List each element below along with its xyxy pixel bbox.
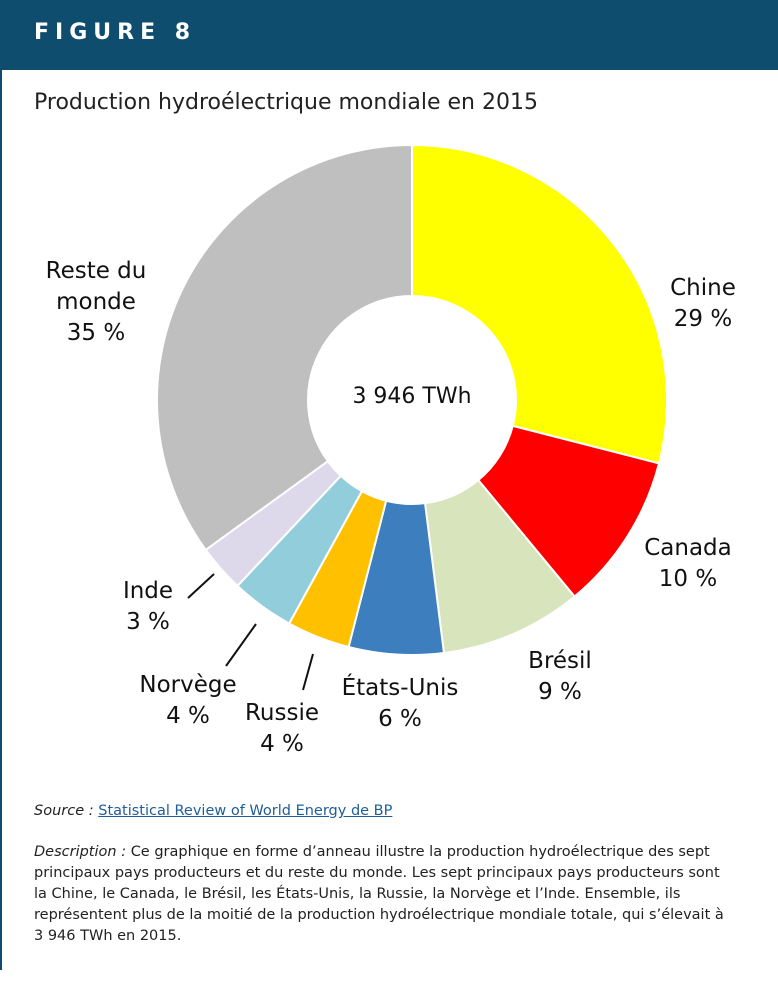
- donut-slice: [411, 143, 668, 465]
- figure-label: FIGURE 8: [34, 20, 197, 45]
- leader-line: [302, 653, 314, 691]
- category-label: Inde: [122, 578, 174, 604]
- value-label: 29 %: [673, 306, 733, 332]
- category-label: États-Unis: [341, 675, 459, 701]
- slice-label: États-Unis 6 %: [342, 673, 459, 735]
- category-label: Chine: [670, 275, 736, 301]
- slice-label: Russie 4 %: [245, 698, 319, 760]
- slice-label: Canada 10 %: [644, 533, 732, 595]
- source: Source : Statistical Review of World Ene…: [34, 803, 392, 819]
- category-label: Canada: [644, 535, 732, 561]
- description: Description : Ce graphique en forme d’an…: [34, 842, 734, 947]
- value-label: 6 %: [378, 706, 422, 732]
- donut-slice: [476, 424, 661, 598]
- description-label: Description :: [34, 844, 127, 860]
- leader-lines: [187, 573, 314, 691]
- leader-line: [187, 573, 215, 599]
- category-label: Russie: [244, 700, 320, 726]
- slice-label: Chine 29 %: [670, 273, 736, 335]
- donut-slice: [156, 143, 413, 552]
- center-label: 3 946 TWh: [352, 384, 472, 409]
- source-link[interactable]: Statistical Review of World Energy de BP: [98, 803, 393, 819]
- value-label: 4 %: [260, 731, 304, 757]
- leader-line: [225, 623, 257, 667]
- slice-label: Norvège 4 %: [139, 670, 236, 732]
- value-label: 10 %: [658, 566, 718, 592]
- header: FIGURE 8: [0, 0, 778, 70]
- source-label: Source :: [34, 803, 94, 819]
- value-label: 4 %: [166, 703, 210, 729]
- value-label: 35 %: [66, 320, 126, 346]
- slice-label: Reste du monde 35 %: [31, 256, 161, 349]
- border: [0, 70, 2, 970]
- chart-title: Production hydroélectrique mondiale en 2…: [34, 90, 538, 115]
- category-label: Brésil: [528, 648, 592, 674]
- category-label: Reste du monde: [45, 258, 147, 315]
- slice-label: Brésil 9 %: [528, 646, 592, 708]
- value-label: 9 %: [538, 679, 582, 705]
- category-label: Norvège: [139, 672, 237, 698]
- slice-label: Inde 3 %: [123, 576, 173, 638]
- description-text: Ce graphique en forme d’anneau illustre …: [34, 844, 724, 944]
- value-label: 3 %: [126, 609, 170, 635]
